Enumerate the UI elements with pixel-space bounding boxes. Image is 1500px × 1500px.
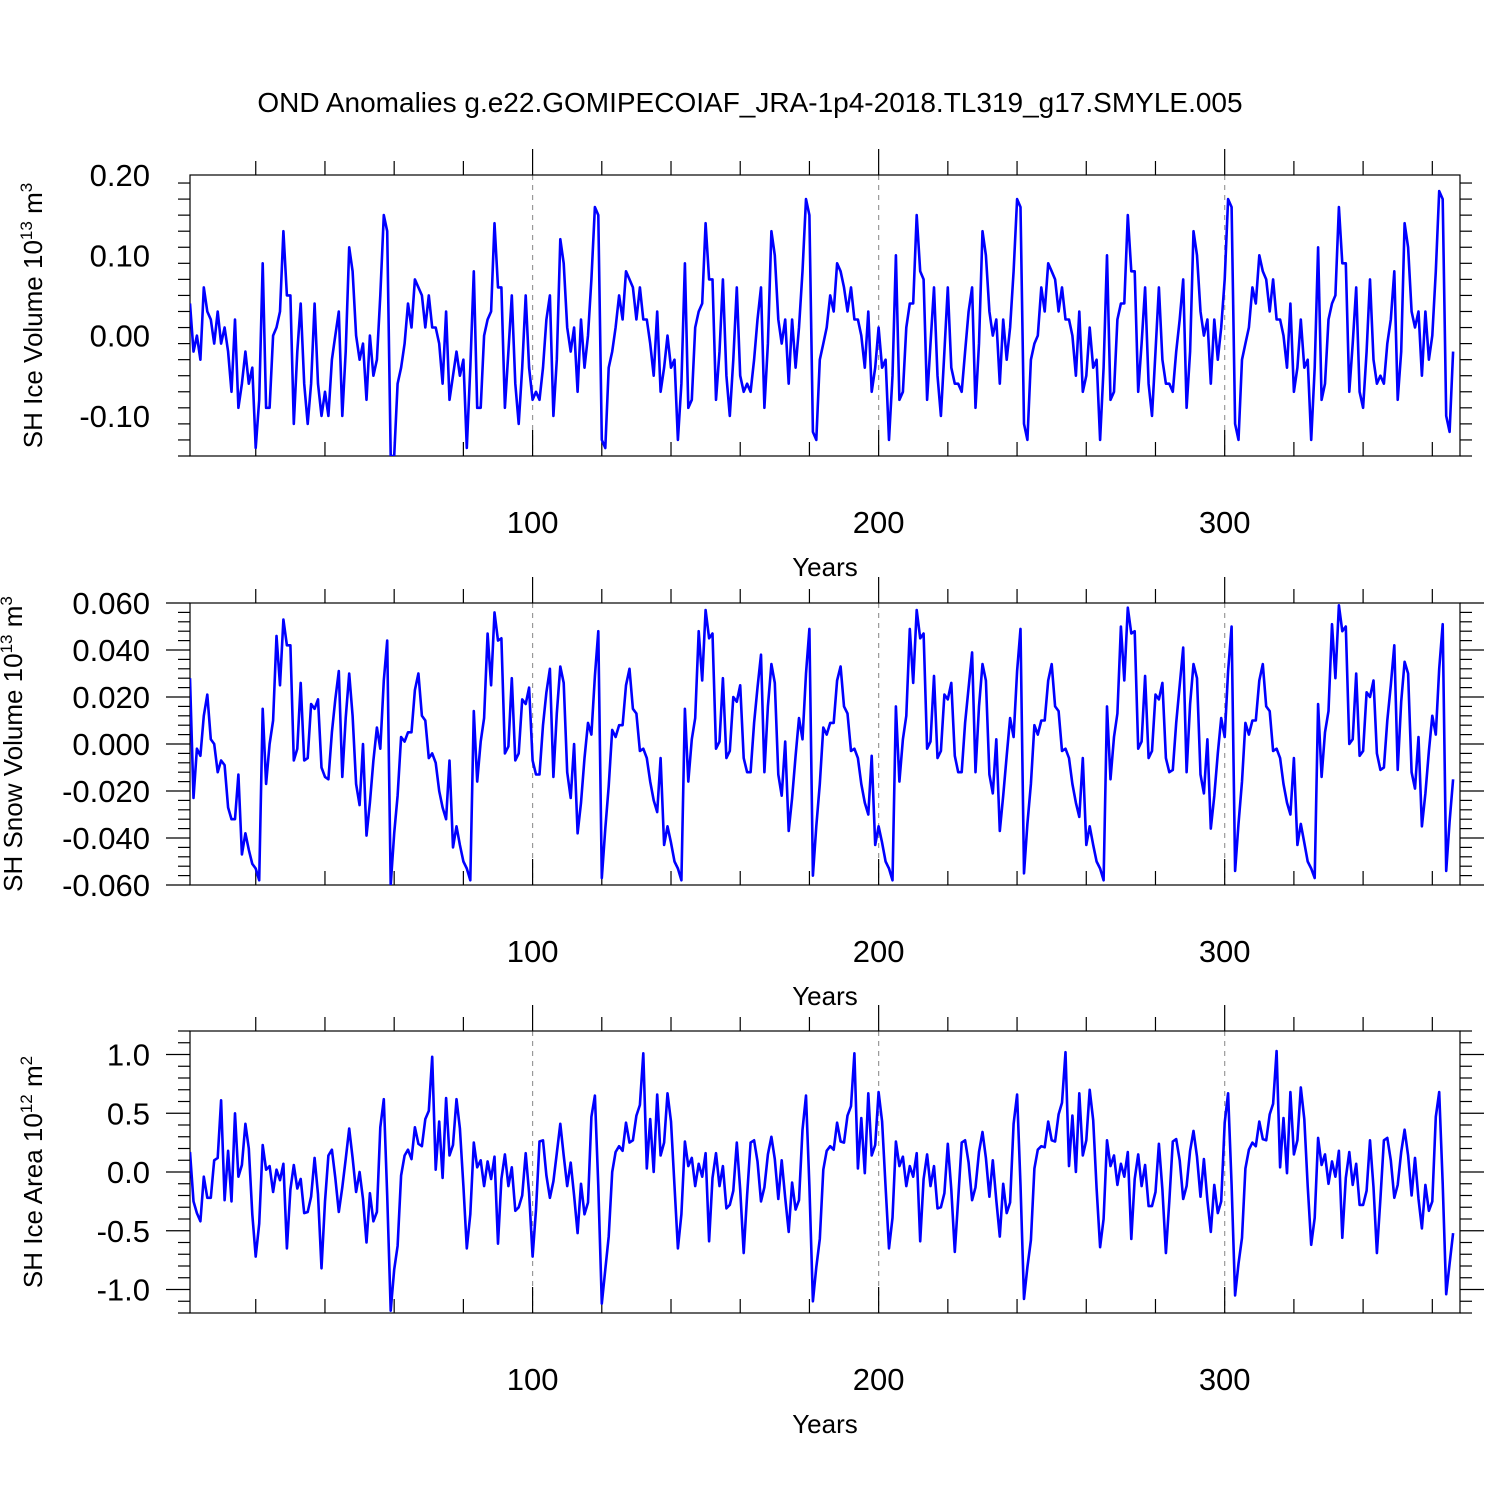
y-tick-label: -0.020 <box>62 774 150 809</box>
chart-title: OND Anomalies g.e22.GOMIPECOIAF_JRA-1p4-… <box>257 87 1242 118</box>
y-tick-label: 0.020 <box>72 680 150 715</box>
x-axis-title: Years <box>792 552 858 582</box>
y-tick-label: 0.20 <box>90 158 150 193</box>
x-tick-label: 200 <box>853 1362 905 1397</box>
x-tick-label: 300 <box>1199 934 1251 969</box>
chart-panel-1: -0.10 0.00 0.10 0.20 100 200 300 Years SH Ice Vo… <box>17 149 1472 582</box>
y-tick-label: 0.5 <box>107 1096 150 1131</box>
chart-panel-2: -0.060 -0.040 -0.020 0.000 0.020 0.040 0.060 10… <box>0 577 1484 1011</box>
y-tick-label: 0.060 <box>72 586 150 621</box>
x-tick-label: 300 <box>1199 1362 1251 1397</box>
y-tick-label: -1.0 <box>97 1273 150 1308</box>
y-tick-label: -0.040 <box>62 821 150 856</box>
y-tick-label: 1.0 <box>107 1038 150 1073</box>
y-tick-label: -0.060 <box>62 868 150 903</box>
plot-frame <box>189 1030 1461 1314</box>
plot-frame <box>189 602 1461 886</box>
y-tick-label: -0.5 <box>97 1214 150 1249</box>
y-tick-label: 0.0 <box>107 1155 150 1190</box>
x-axis-title: Years <box>792 981 858 1011</box>
x-tick-label: 100 <box>507 505 559 540</box>
y-tick-label: 0.00 <box>90 319 150 354</box>
y-axis-title: SH Ice Volume 1013 m3 <box>17 183 48 448</box>
y-axis-title: SH Snow Volume 1013 m3 <box>0 596 28 892</box>
series-line-1 <box>190 189 1455 456</box>
y-tick-label: 0.000 <box>72 727 150 762</box>
series-line-1 <box>190 1049 1455 1312</box>
x-tick-label: 100 <box>507 1362 559 1397</box>
x-tick-label: 200 <box>853 934 905 969</box>
x-axis-title: Years <box>792 1409 858 1439</box>
y-tick-label: 0.040 <box>72 633 150 668</box>
x-tick-label: 200 <box>853 505 905 540</box>
series-line-1 <box>190 603 1455 885</box>
y-tick-label: 0.10 <box>90 238 150 273</box>
chart-panel-3: -1.0 -0.5 0.0 0.5 1.0 100 200 300 Years SH Ice Ar… <box>17 1005 1484 1439</box>
y-axis-title: SH Ice Area 1012 m2 <box>17 1056 48 1288</box>
chart-panels: -0.10 0.00 0.10 0.20 100 200 300 Years SH Ice Vo… <box>0 149 1484 1439</box>
y-tick-label: -0.10 <box>79 399 150 434</box>
x-tick-label: 300 <box>1199 505 1251 540</box>
x-tick-label: 100 <box>507 934 559 969</box>
